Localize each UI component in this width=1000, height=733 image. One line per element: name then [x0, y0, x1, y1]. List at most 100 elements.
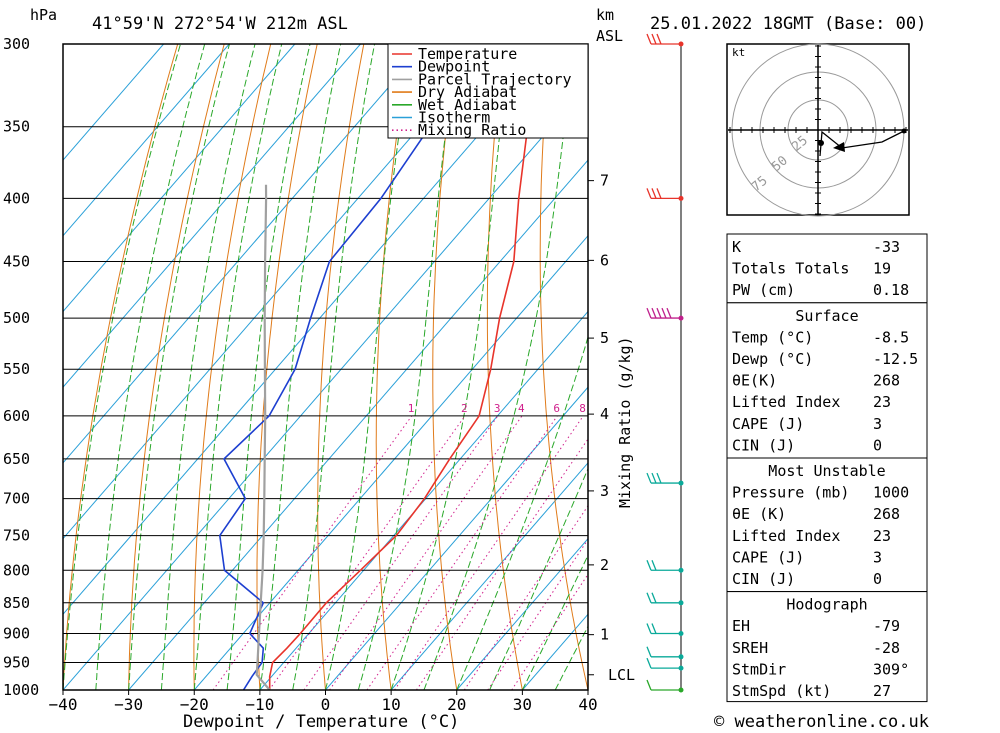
wind-barb: [646, 657, 681, 669]
pressure-tick-label: 900: [3, 624, 30, 642]
wind-barb-flag: [661, 307, 667, 319]
pressure-tick-label: 1000: [3, 681, 39, 699]
pressure-tick-label: 750: [3, 527, 30, 545]
wind-barb-flag: [651, 472, 657, 484]
pressure-tick-label: 500: [3, 309, 30, 327]
wind-barb-flag: [646, 623, 652, 634]
wind-barb: [646, 646, 681, 658]
wind-barb-flag: [656, 472, 662, 484]
dry-adiabat-line: [922, 44, 1000, 690]
pressure-tick-label: 950: [3, 653, 30, 671]
table-section-box: [726, 457, 928, 593]
legend-label: Isotherm: [418, 109, 490, 127]
height-tick-label: 3: [600, 482, 609, 500]
parcel-trajectory-line: [255, 184, 271, 690]
legend-box: [387, 43, 589, 139]
wet-adiabat-line: [456, 335, 588, 690]
x-tick-label: 0: [321, 695, 331, 714]
height-tick-label: 2: [600, 556, 609, 574]
table-section-box: [726, 233, 928, 304]
table-row-label: Temp (°C): [732, 328, 813, 346]
mixing-ratio-value-label: 4: [518, 402, 525, 415]
isobar-lines: [63, 43, 588, 691]
isotherm-line: [63, 44, 165, 161]
isotherm-line: [63, 83, 588, 690]
table-row-value: 309°: [873, 660, 909, 678]
pressure-tick-label: 800: [3, 561, 30, 579]
pressure-tick-label: 700: [3, 490, 30, 508]
mixing-ratio-value-label: 25: [690, 402, 703, 415]
dry-adiabat-line: [969, 44, 1000, 690]
table-row-label: CIN (J): [732, 570, 795, 588]
wind-barb-flag: [646, 472, 652, 484]
isotherm-line: [63, 44, 427, 464]
x-tick-label: 40: [578, 695, 597, 714]
isotherm-line: [193, 235, 588, 690]
wind-barb: [646, 472, 681, 484]
height-tick-label: 7: [600, 172, 609, 190]
x-tick-label: 20: [447, 695, 466, 714]
x-tick-label: −10: [245, 695, 274, 714]
lcl-label: LCL: [608, 666, 635, 684]
temperature-line: [268, 44, 562, 690]
x-tick-label: −20: [180, 695, 209, 714]
wind-barb-flag: [651, 560, 657, 571]
x-axis-label: Dewpoint / Temperature (°C): [183, 712, 459, 732]
wind-profile: [646, 33, 684, 693]
site-credit: © weatheronline.co.uk: [714, 712, 929, 732]
axes: 3003504004505005506006507007508008509009…: [3, 35, 635, 714]
table-row-value: 3: [873, 548, 882, 566]
table-section-box: [726, 591, 928, 703]
mixing-ratio-value-label: 3: [494, 402, 501, 415]
dewpoint-line: [218, 44, 431, 690]
table-row-label: CAPE (J): [732, 415, 804, 433]
wet-adiabat-line: [95, 44, 206, 690]
wind-barb: [646, 592, 681, 604]
table-row-value: 3: [873, 415, 882, 433]
table-row-label: Dewp (°C): [732, 350, 813, 368]
table-row-label: K: [732, 238, 741, 256]
wind-barb: [646, 560, 681, 571]
table-row-value: -33: [873, 238, 900, 256]
table-row-label: CIN (J): [732, 436, 795, 454]
table-row-label: Lifted Index: [732, 527, 840, 545]
table-row-value: 23: [873, 527, 891, 545]
mixing-ratio-line: [268, 415, 466, 690]
mixing-ratio-value-label: 6: [553, 402, 560, 415]
isotherm-line: [390, 462, 588, 690]
table-row-label: θE(K): [732, 372, 777, 390]
dry-adiabat-line: [375, 44, 411, 690]
pressure-tick-label: 300: [3, 35, 30, 53]
isotherm-line: [456, 537, 588, 690]
wind-barb: [646, 307, 681, 319]
pressure-tick-label: 450: [3, 253, 30, 271]
wind-barb: [646, 33, 681, 45]
table-row-value: -8.5: [873, 328, 909, 346]
isotherm-line: [128, 159, 588, 690]
hodograph-unit-label: kt: [732, 46, 745, 59]
wet-adiabat-line: [193, 44, 283, 690]
height-tick-label: 6: [600, 251, 609, 269]
table-row-value: 1000: [873, 484, 909, 502]
asl-axis-label: ASL: [596, 27, 623, 45]
table-row-value: -79: [873, 617, 900, 635]
wind-barb-flag: [656, 188, 662, 199]
mixing-ratio-value-label: 8: [579, 402, 586, 415]
mixing-ratio-axis-label: Mixing Ratio (g/kg): [616, 336, 634, 508]
table-row-label: PW (cm): [732, 281, 795, 299]
dry-adiabat-line: [256, 44, 318, 690]
table-row-label: StmDir: [732, 660, 786, 678]
table-row-label: CAPE (J): [732, 548, 804, 566]
dry-adiabat-line: [539, 44, 588, 690]
table-row-label: Totals Totals: [732, 260, 849, 278]
table-row-value: -12.5: [873, 350, 918, 368]
legend-label: Mixing Ratio: [418, 121, 526, 139]
pressure-tick-label: 400: [3, 189, 30, 207]
table-row-value: 27: [873, 682, 891, 700]
height-tick-label: 5: [600, 329, 609, 347]
table-row-value: 0.18: [873, 281, 909, 299]
wind-barb-flag: [646, 188, 652, 199]
mixing-ratio-line: [511, 573, 588, 690]
wind-barb: [646, 679, 681, 691]
